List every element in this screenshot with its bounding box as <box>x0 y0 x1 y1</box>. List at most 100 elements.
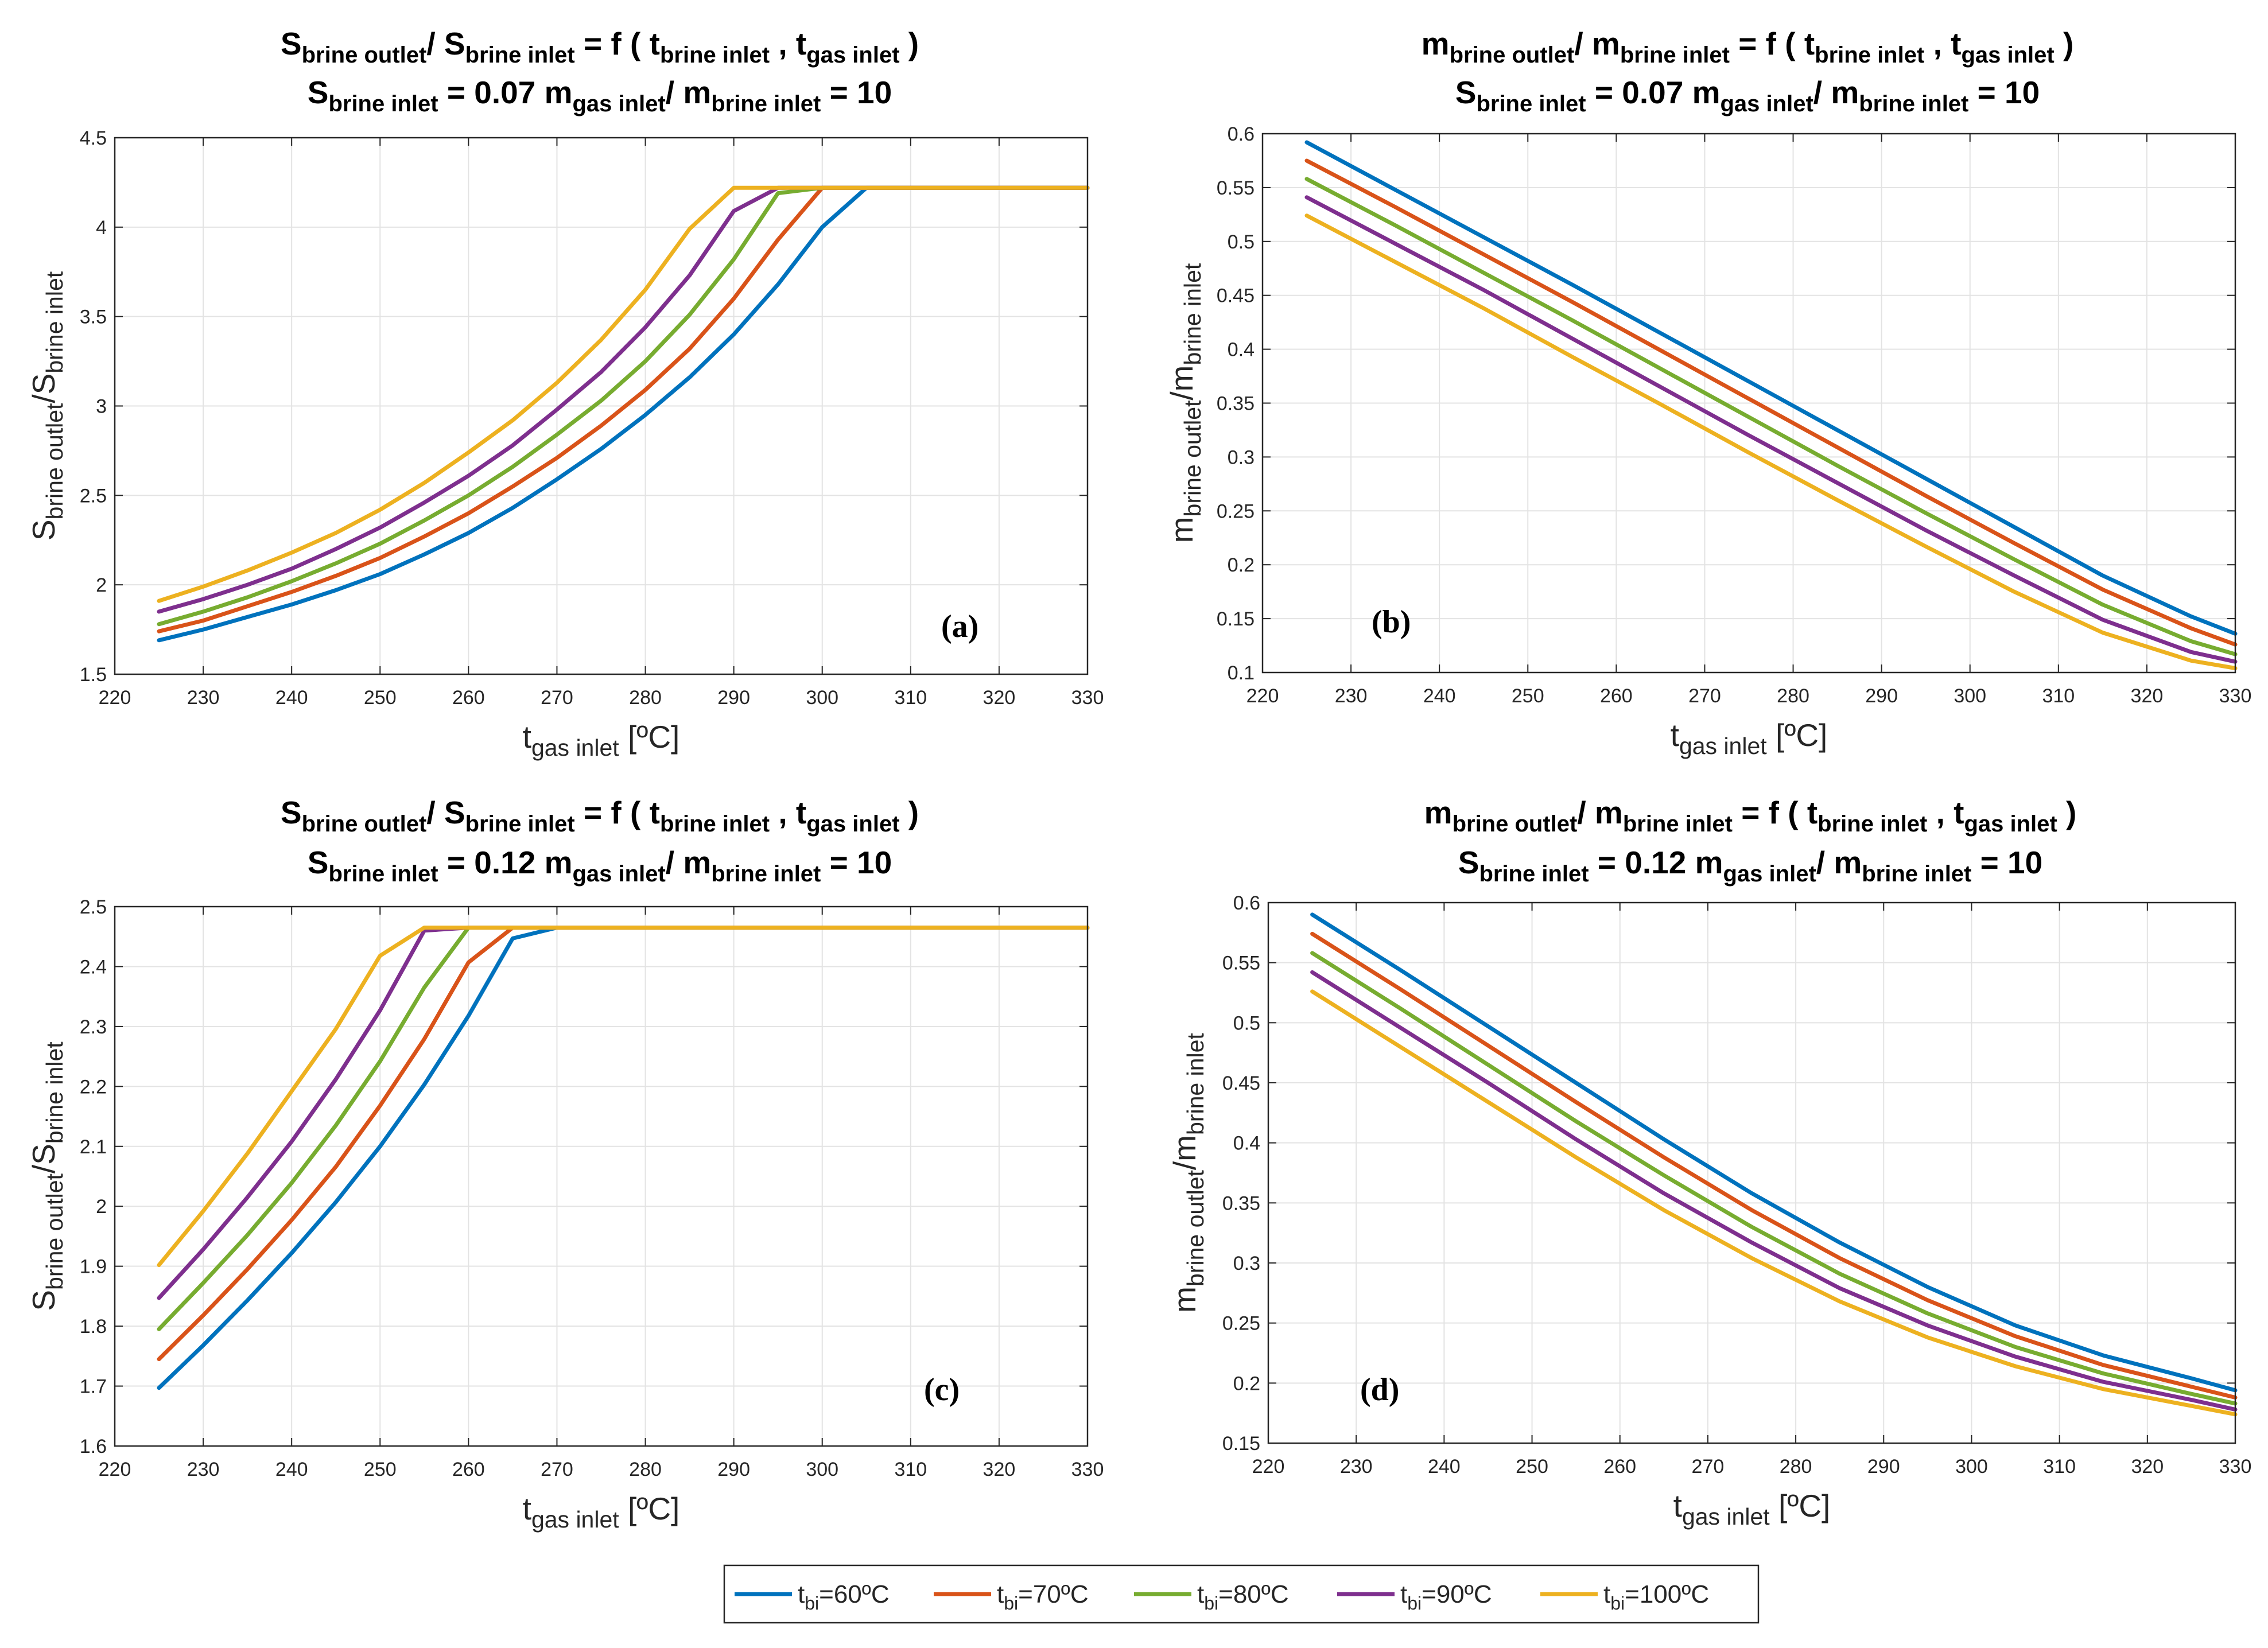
y-tick-label: 1.9 <box>80 1256 107 1278</box>
y-tick-label: 0.6 <box>1233 892 1260 914</box>
axes-box <box>114 905 1089 1447</box>
y-tick-label: 0.5 <box>1233 1012 1260 1034</box>
y-tick-label: 1.5 <box>80 664 107 686</box>
legend-label-5: tbi=100ºC <box>1603 1580 1709 1614</box>
x-tick-label: 240 <box>275 1459 308 1480</box>
y-tick-label: 0.35 <box>1217 393 1255 415</box>
x-tick-label: 290 <box>717 687 750 709</box>
chart-title-line-1: mbrine outlet/ mbrine inlet = f ( tbrine… <box>1424 795 2077 837</box>
x-tick-label: 300 <box>806 687 838 709</box>
x-tick-label: 230 <box>187 1459 220 1480</box>
series-line-3 <box>1304 177 2238 656</box>
y-axis-label: mbrine outlet/mbrine inlet <box>1164 263 1206 543</box>
y-tick-label: 0.15 <box>1222 1433 1260 1455</box>
x-tick-label: 270 <box>541 1459 573 1480</box>
axes-box <box>1267 901 2236 1444</box>
x-tick-label: 290 <box>1865 685 1898 707</box>
series-line-1 <box>1304 140 2238 636</box>
y-tick-label: 0.45 <box>1222 1072 1260 1094</box>
chart-title-line-2: Sbrine inlet = 0.07 mgas inlet/ mbrine i… <box>1455 75 2040 116</box>
x-tick-label: 320 <box>983 687 1016 709</box>
y-tick-label: 0.25 <box>1217 500 1255 522</box>
series-line-4 <box>1310 970 2238 1412</box>
panel-label: (c) <box>924 1372 960 1408</box>
chart-title-line-1: Sbrine outlet/ Sbrine inlet = f ( tbrine… <box>281 26 919 68</box>
y-tick-label: 0.4 <box>1233 1133 1260 1155</box>
x-tick-label: 250 <box>1512 685 1544 707</box>
x-tick-label: 250 <box>364 687 397 709</box>
y-tick-label: 0.3 <box>1228 446 1255 468</box>
y-tick-label: 2 <box>96 574 107 596</box>
chart-title-line-2: Sbrine inlet = 0.07 mgas inlet/ mbrine i… <box>308 75 892 116</box>
chart-title-line-1: Sbrine outlet/ Sbrine inlet = f ( tbrine… <box>281 795 919 837</box>
panel-d: 220 230 240 250 260 270 280 290 300 310 320 330 0.15… <box>1167 795 2251 1530</box>
panel-a: 220 230 240 250 260 270 280 290 300 310 320 330 1.5 2… <box>26 26 1104 761</box>
y-tick-label: 4 <box>96 217 107 239</box>
chart-title-line-2: Sbrine inlet = 0.12 mgas inlet/ mbrine i… <box>308 845 892 887</box>
x-tick-label: 290 <box>717 1459 750 1480</box>
y-tick-label: 2.3 <box>80 1016 107 1038</box>
x-tick-label: 280 <box>629 687 662 709</box>
x-tick-label: 330 <box>2219 685 2252 707</box>
x-tick-label: 270 <box>541 687 573 709</box>
y-tick-label: 2.5 <box>80 896 107 918</box>
series-line-5 <box>1310 989 2238 1417</box>
panel-label: (d) <box>1360 1372 1399 1408</box>
y-tick-label: 4.5 <box>80 127 107 149</box>
x-tick-label: 260 <box>1600 685 1633 707</box>
x-tick-label: 280 <box>629 1459 662 1480</box>
series-line-2 <box>1304 158 2238 647</box>
x-axis-label: tgas inlet [ºC] <box>523 1491 680 1533</box>
series-line-5 <box>157 185 1090 603</box>
x-tick-label: 240 <box>1423 685 1456 707</box>
series-line-3 <box>1310 951 2238 1406</box>
x-axis-label: tgas inlet [ºC] <box>523 719 680 761</box>
x-tick-label: 270 <box>1692 1456 1725 1478</box>
y-tick-label: 0.45 <box>1217 285 1255 307</box>
legend-label-4: tbi=90ºC <box>1400 1580 1492 1614</box>
y-tick-label: 0.1 <box>1228 662 1255 684</box>
y-tick-label: 0.25 <box>1222 1313 1260 1335</box>
y-tick-label: 0.5 <box>1228 231 1255 253</box>
x-tick-label: 250 <box>364 1459 397 1480</box>
x-tick-label: 240 <box>275 687 308 709</box>
x-tick-label: 320 <box>983 1459 1016 1480</box>
panel-c: 220 230 240 250 260 270 280 290 300 310 320 330 1.6 1… <box>26 795 1104 1533</box>
y-tick-label: 2.2 <box>80 1076 107 1098</box>
y-tick-label: 0.55 <box>1217 177 1255 199</box>
series-line-4 <box>1304 195 2238 664</box>
y-tick-label: 0.2 <box>1233 1373 1260 1394</box>
x-tick-label: 260 <box>452 687 485 709</box>
series-line-1 <box>157 185 1090 643</box>
y-tick-label: 0.3 <box>1233 1253 1260 1274</box>
y-tick-label: 1.8 <box>80 1316 107 1338</box>
x-tick-label: 280 <box>1780 1456 1812 1478</box>
y-tick-label: 1.7 <box>80 1376 107 1398</box>
y-axis-label: mbrine outlet/mbrine inlet <box>1167 1033 1209 1313</box>
x-tick-label: 300 <box>1954 685 1986 707</box>
x-axis-label: tgas inlet [ºC] <box>1671 717 1828 759</box>
x-tick-label: 310 <box>2043 1456 2076 1478</box>
x-tick-label: 330 <box>2219 1456 2252 1478</box>
y-tick-label: 2.5 <box>80 485 107 507</box>
x-tick-label: 260 <box>1603 1456 1636 1478</box>
chart-title-line-1: mbrine outlet/ mbrine inlet = f ( tbrine… <box>1422 26 2074 68</box>
x-tick-label: 240 <box>1428 1456 1461 1478</box>
legend-label-2: tbi=70ºC <box>997 1580 1089 1614</box>
x-tick-label: 220 <box>1252 1456 1285 1478</box>
x-tick-label: 330 <box>1071 1459 1104 1480</box>
legend: tbi=60ºC tbi=70ºC tbi=80ºC tbi=90ºC tbi=100º… <box>723 1564 1760 1624</box>
plot-area <box>1268 903 2235 1443</box>
panel-label: (a) <box>941 609 978 644</box>
y-tick-label: 0.6 <box>1228 123 1255 145</box>
x-axis-label: tgas inlet [ºC] <box>1673 1488 1831 1530</box>
x-tick-label: 320 <box>2131 685 2164 707</box>
chart-title-line-2: Sbrine inlet = 0.12 mgas inlet/ mbrine i… <box>1458 845 2042 887</box>
x-tick-label: 280 <box>1777 685 1809 707</box>
legend-label-1: tbi=60ºC <box>798 1580 890 1614</box>
x-tick-label: 310 <box>894 687 927 709</box>
x-tick-label: 220 <box>99 687 131 709</box>
y-tick-label: 3 <box>96 396 107 418</box>
y-axis-label: Sbrine outlet/Sbrine inlet <box>26 271 68 541</box>
